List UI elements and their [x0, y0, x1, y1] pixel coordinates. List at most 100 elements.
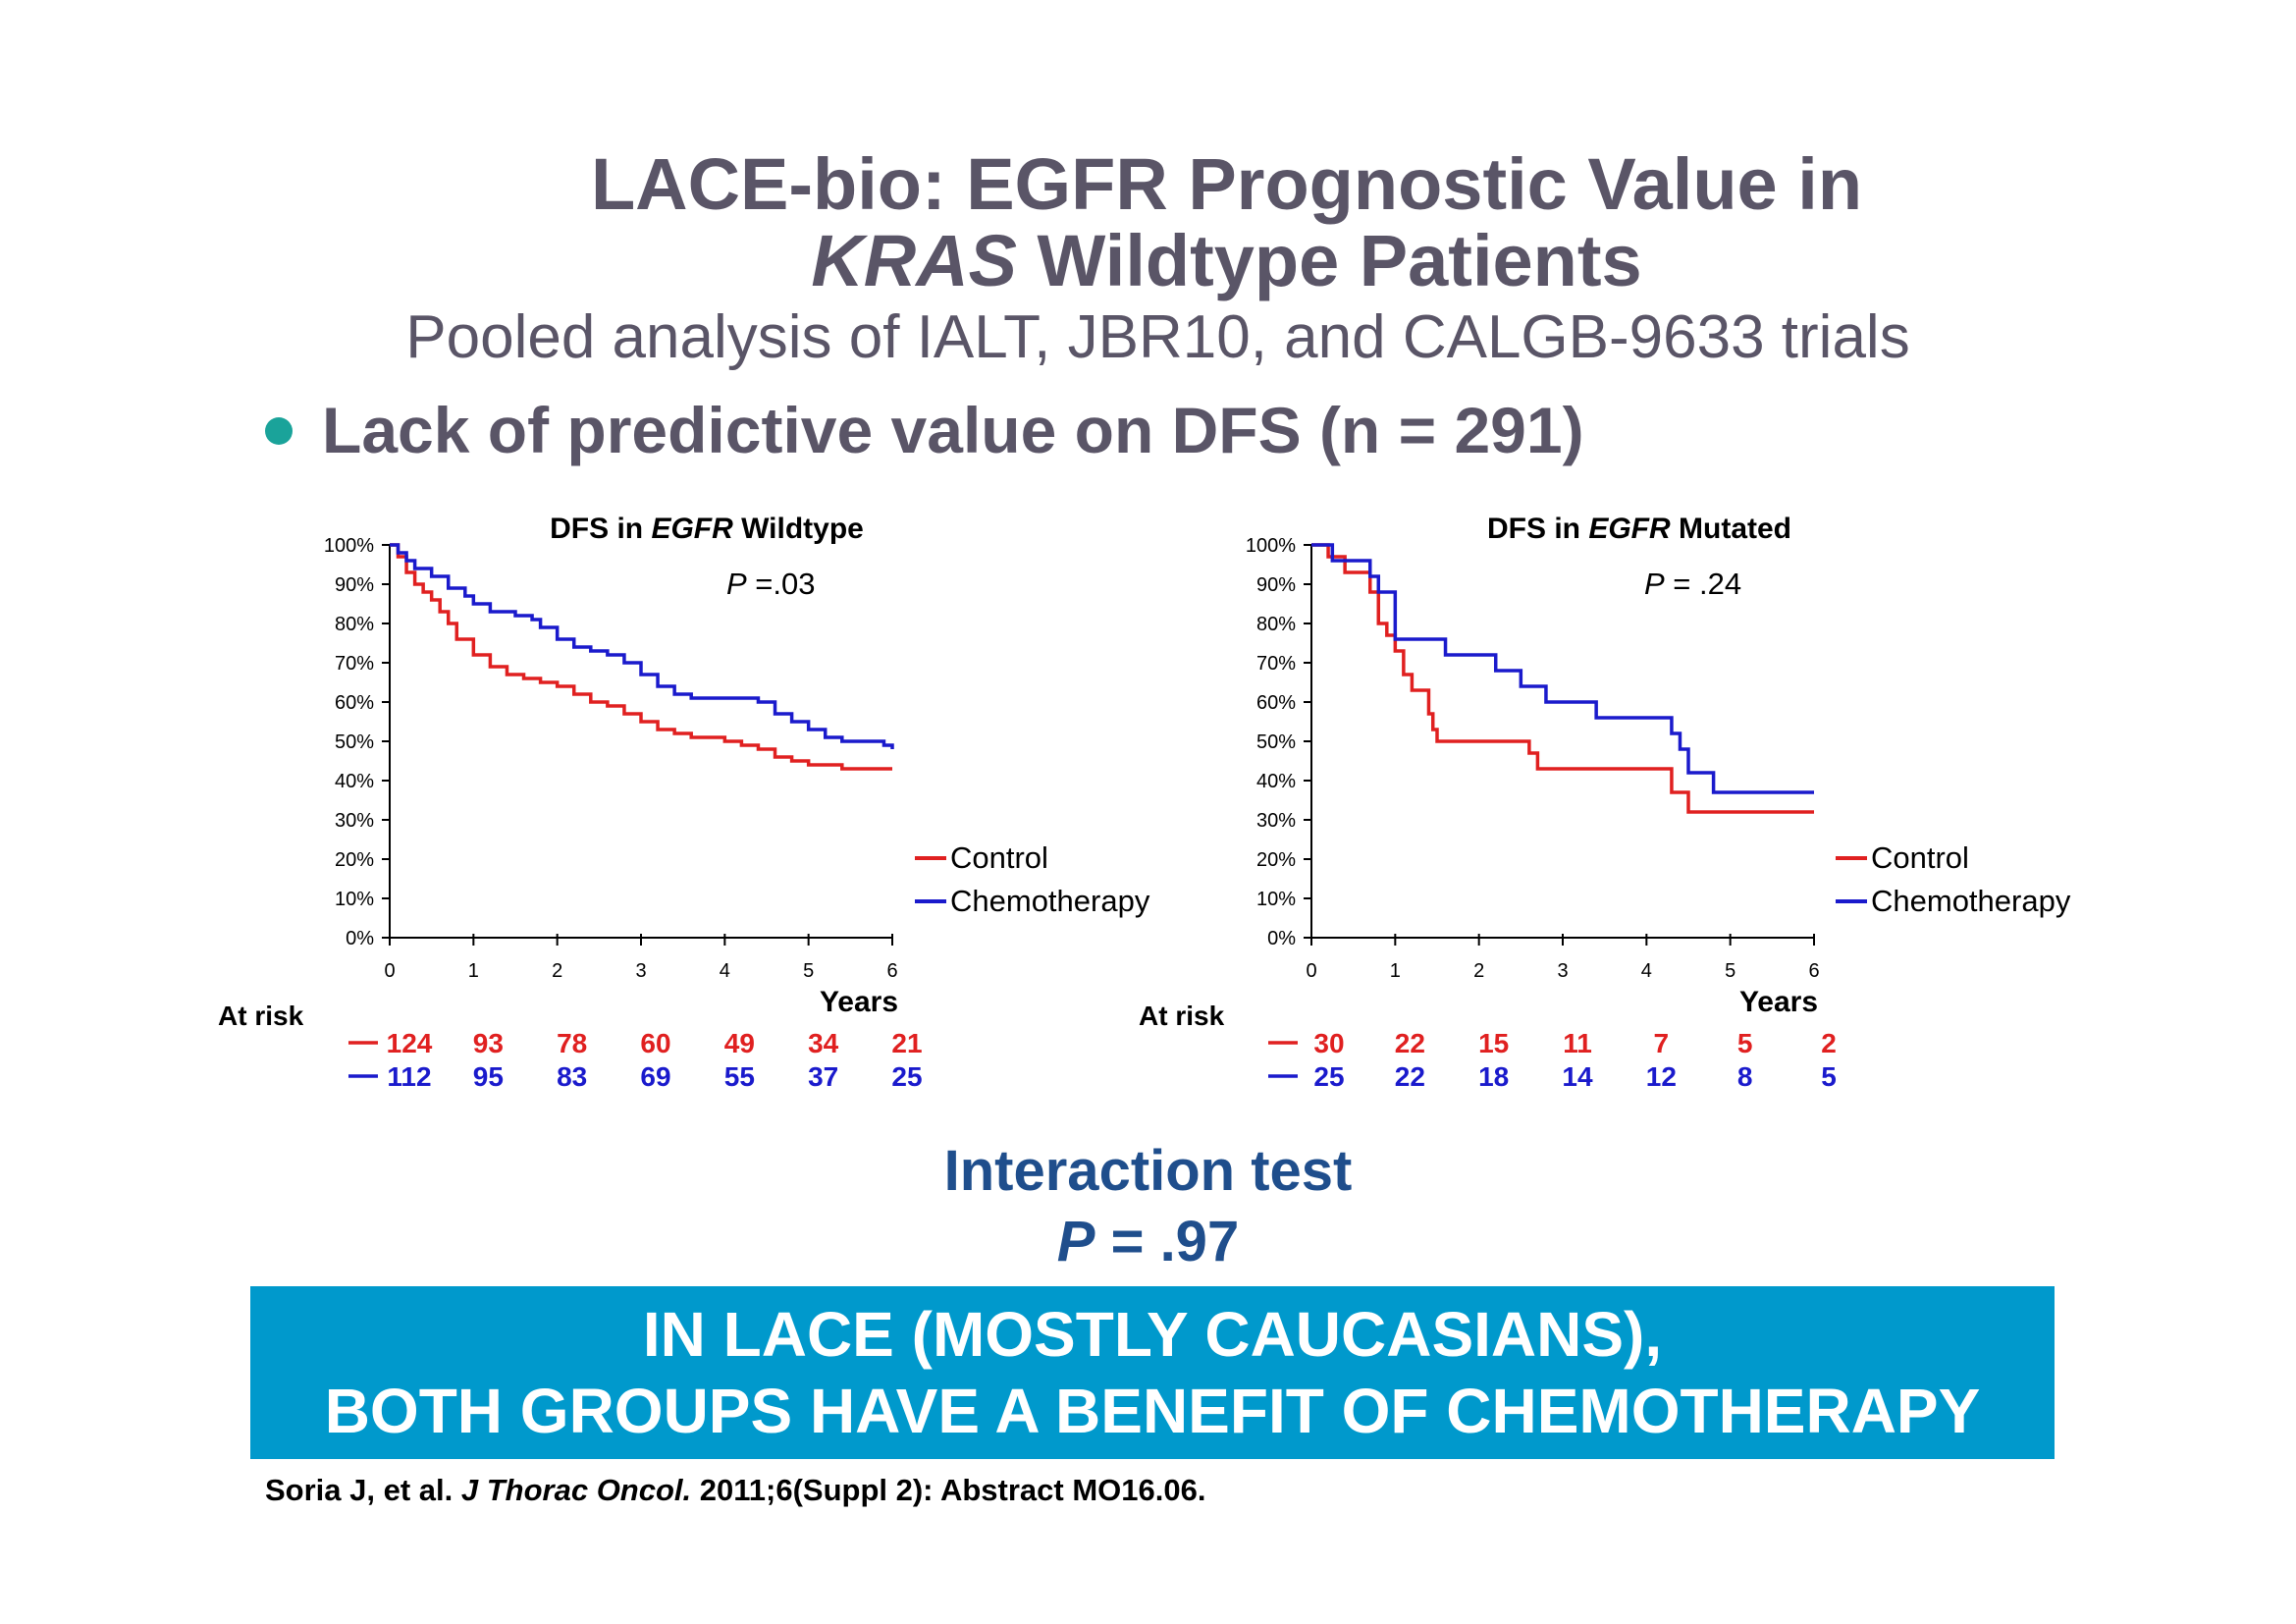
at-risk-control-value: 124 — [387, 1028, 433, 1058]
y-tick-label: 80% — [335, 614, 374, 635]
y-tick-label: 60% — [1256, 692, 1296, 714]
x-tick-label: 1 — [1390, 960, 1401, 982]
y-tick-label: 40% — [1256, 771, 1296, 792]
at-risk-control-value: 22 — [1395, 1028, 1425, 1058]
x-tick-label: 6 — [1808, 960, 1819, 982]
y-tick-label: 80% — [1256, 614, 1296, 635]
y-tick-label: 100% — [324, 535, 374, 557]
x-tick-label: 1 — [468, 960, 479, 982]
at-risk-chemo-value: 95 — [473, 1061, 504, 1092]
series-line-control — [390, 543, 892, 771]
at-risk-control-value: 30 — [1313, 1028, 1344, 1058]
y-tick-label: 20% — [1256, 849, 1296, 871]
at-risk-chemo-value: 5 — [1821, 1061, 1837, 1092]
x-tick-label: 5 — [1725, 960, 1735, 982]
y-tick-label: 50% — [1256, 731, 1296, 753]
series-line-control — [1311, 543, 1814, 814]
chart-p-italic: P — [1644, 567, 1665, 601]
at-risk-control-value: 34 — [808, 1028, 839, 1058]
chart-p-value-0: P =.03 — [726, 567, 816, 601]
chart-title-italic: EGFR — [651, 513, 733, 545]
y-tick-label: 50% — [335, 731, 374, 753]
interaction-p-value: P = .97 — [0, 1210, 2296, 1274]
at-risk-control-value: 2 — [1821, 1028, 1837, 1058]
y-tick-label: 60% — [335, 692, 374, 714]
at-risk-chemo-value: 14 — [1562, 1061, 1593, 1092]
x-tick-label: 2 — [552, 960, 562, 982]
chart-title-1: DFS in EGFR Mutated — [1487, 513, 1791, 545]
at-risk-control-value: 21 — [891, 1028, 922, 1058]
chart-p-value-1: P = .24 — [1644, 567, 1741, 601]
at-risk-chemo-value: 12 — [1646, 1061, 1677, 1092]
citation-journal: J Thorac Oncol. — [460, 1473, 692, 1507]
y-tick-label: 0% — [346, 928, 374, 949]
y-tick-label: 20% — [335, 849, 374, 871]
at-risk-chemo-value: 8 — [1737, 1061, 1753, 1092]
slide-title-kras: KRAS — [811, 220, 1017, 301]
y-tick-label: 10% — [1256, 889, 1296, 910]
x-tick-label: 5 — [803, 960, 814, 982]
at-risk-label: At risk — [218, 1001, 304, 1031]
y-tick-label: 30% — [335, 810, 374, 832]
interaction-test-label: Interaction test — [943, 1139, 1353, 1203]
legend-label-control: Control — [950, 840, 1048, 875]
y-tick-label: 0% — [1267, 928, 1296, 949]
y-tick-label: 100% — [1246, 535, 1296, 557]
x-tick-label: 0 — [1306, 960, 1316, 982]
at-risk-control-value: 60 — [640, 1028, 670, 1058]
bullet-text: Lack of predictive value on DFS (n = 291… — [322, 394, 1584, 466]
at-risk-control-value: 7 — [1654, 1028, 1670, 1058]
x-tick-label: 0 — [384, 960, 395, 982]
x-tick-label: 6 — [886, 960, 897, 982]
at-risk-control-value: 93 — [473, 1028, 504, 1058]
at-risk-control-value: 49 — [724, 1028, 755, 1058]
x-tick-label: 3 — [1557, 960, 1568, 982]
at-risk-control-value: 78 — [557, 1028, 587, 1058]
at-risk-chemo-value: 22 — [1395, 1061, 1425, 1092]
at-risk-control-value: 11 — [1563, 1028, 1592, 1058]
at-risk-chemo-value: 112 — [387, 1061, 431, 1092]
legend-label-chemotherapy: Chemotherapy — [1871, 884, 2071, 918]
at-risk-chemo-value: 55 — [724, 1061, 755, 1092]
at-risk-chemo-value: 25 — [1313, 1061, 1344, 1092]
at-risk-chemo-value: 37 — [808, 1061, 838, 1092]
y-tick-label: 90% — [335, 574, 374, 596]
legend-label-chemotherapy: Chemotherapy — [950, 884, 1150, 918]
banner-line1: IN LACE (MOSTLY CAUCASIANS), — [642, 1299, 1663, 1370]
chart-title-prefix: DFS in — [550, 513, 651, 545]
x-tick-label: 2 — [1473, 960, 1484, 982]
chart-title-italic: EGFR — [1588, 513, 1671, 545]
x-axis-label: Years — [820, 986, 898, 1018]
chart-p-italic: P — [726, 567, 747, 601]
at-risk-label: At risk — [1139, 1001, 1225, 1031]
x-axis-label: Years — [1739, 986, 1818, 1018]
at-risk-chemo-value: 83 — [557, 1061, 587, 1092]
y-tick-label: 90% — [1256, 574, 1296, 596]
chart-title-suffix: Wildtype — [733, 513, 864, 545]
y-tick-label: 10% — [335, 889, 374, 910]
series-line-chemotherapy — [390, 543, 894, 749]
x-tick-label: 4 — [1641, 960, 1652, 982]
bullet-dot-icon — [265, 417, 293, 445]
chart-title-prefix: DFS in — [1487, 513, 1588, 545]
y-tick-label: 70% — [335, 653, 374, 675]
legend-label-control: Control — [1871, 840, 1969, 875]
series-line-chemotherapy — [1311, 543, 1814, 794]
interaction-p-rest: = .97 — [1095, 1210, 1240, 1273]
at-risk-chemo-value: 18 — [1478, 1061, 1509, 1092]
chart-p-rest: = .24 — [1665, 567, 1741, 601]
slide-title-line1: LACE-bio: EGFR Prognostic Value in — [590, 143, 1863, 225]
x-tick-label: 3 — [635, 960, 646, 982]
y-tick-label: 30% — [1256, 810, 1296, 832]
slide-title-line2-rest: Wildtype Patients — [1017, 220, 1642, 301]
x-tick-label: 4 — [720, 960, 730, 982]
chart-p-rest: =.03 — [747, 567, 816, 601]
chart-title-0: DFS in EGFR Wildtype — [550, 513, 864, 545]
y-tick-label: 40% — [335, 771, 374, 792]
at-risk-chemo-value: 69 — [640, 1061, 670, 1092]
banner-line2: BOTH GROUPS HAVE A BENEFIT OF CHEMOTHERA… — [324, 1376, 1981, 1446]
citation: Soria J, et al. J Thorac Oncol. 2011;6(S… — [265, 1473, 1205, 1508]
at-risk-control-value: 15 — [1478, 1028, 1509, 1058]
slide-title-line2: KRAS Wildtype Patients — [79, 222, 2296, 300]
